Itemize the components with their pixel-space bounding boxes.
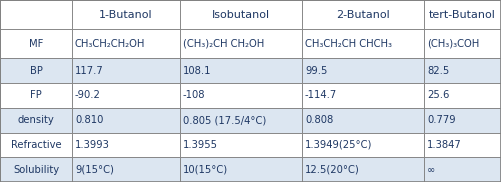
Text: tert-Butanol: tert-Butanol — [429, 10, 496, 20]
Bar — [72, 132, 180, 157]
Text: 1-Butanol: 1-Butanol — [99, 10, 153, 20]
Text: 1.3993: 1.3993 — [75, 140, 110, 150]
Text: density: density — [18, 115, 55, 125]
Bar — [0, 108, 72, 132]
Text: 1.3949(25°C): 1.3949(25°C) — [305, 140, 372, 150]
Text: 12.5(20°C): 12.5(20°C) — [305, 165, 360, 175]
Text: 82.5: 82.5 — [427, 66, 449, 76]
Bar — [302, 157, 424, 182]
Bar — [180, 0, 302, 29]
Text: (CH₃)₃COH: (CH₃)₃COH — [427, 39, 479, 49]
Bar — [424, 58, 501, 83]
Text: 0.810: 0.810 — [75, 115, 103, 125]
Bar — [72, 83, 180, 108]
Text: 108.1: 108.1 — [183, 66, 211, 76]
Bar — [302, 132, 424, 157]
Text: 117.7: 117.7 — [75, 66, 104, 76]
Text: BP: BP — [30, 66, 43, 76]
Bar — [180, 58, 302, 83]
Bar — [180, 29, 302, 58]
Bar — [0, 29, 72, 58]
Bar — [72, 29, 180, 58]
Bar — [302, 83, 424, 108]
Bar — [424, 29, 501, 58]
Text: 1.3847: 1.3847 — [427, 140, 462, 150]
Text: CH₃CH₂CH CHCH₃: CH₃CH₂CH CHCH₃ — [305, 39, 392, 49]
Text: 1.3955: 1.3955 — [183, 140, 218, 150]
Bar — [72, 157, 180, 182]
Bar — [180, 83, 302, 108]
Text: 2-Butanol: 2-Butanol — [336, 10, 390, 20]
Bar — [424, 108, 501, 132]
Text: -90.2: -90.2 — [75, 90, 101, 100]
Text: MF: MF — [29, 39, 43, 49]
Bar — [302, 108, 424, 132]
Bar — [180, 132, 302, 157]
Bar — [180, 157, 302, 182]
Text: -108: -108 — [183, 90, 205, 100]
Bar — [72, 108, 180, 132]
Bar — [424, 0, 501, 29]
Bar — [302, 0, 424, 29]
Bar — [0, 0, 72, 29]
Text: 99.5: 99.5 — [305, 66, 327, 76]
Bar — [302, 58, 424, 83]
Bar — [0, 157, 72, 182]
Text: Solubility: Solubility — [13, 165, 59, 175]
Bar — [0, 58, 72, 83]
Text: 0.779: 0.779 — [427, 115, 455, 125]
Text: Isobutanol: Isobutanol — [212, 10, 270, 20]
Text: (CH₃)₂CH CH₂OH: (CH₃)₂CH CH₂OH — [183, 39, 264, 49]
Text: 9(15°C): 9(15°C) — [75, 165, 114, 175]
Text: -114.7: -114.7 — [305, 90, 337, 100]
Bar — [424, 83, 501, 108]
Bar — [424, 157, 501, 182]
Bar — [72, 0, 180, 29]
Bar — [72, 58, 180, 83]
Text: 25.6: 25.6 — [427, 90, 449, 100]
Bar — [302, 29, 424, 58]
Text: FP: FP — [30, 90, 42, 100]
Text: 10(15°C): 10(15°C) — [183, 165, 228, 175]
Text: ∞: ∞ — [427, 165, 435, 175]
Text: Refractive: Refractive — [11, 140, 61, 150]
Bar — [180, 108, 302, 132]
Bar — [0, 132, 72, 157]
Bar — [424, 132, 501, 157]
Bar — [0, 83, 72, 108]
Text: 0.808: 0.808 — [305, 115, 333, 125]
Text: CH₃CH₂CH₂OH: CH₃CH₂CH₂OH — [75, 39, 145, 49]
Text: 0.805 (17.5/4°C): 0.805 (17.5/4°C) — [183, 115, 266, 125]
